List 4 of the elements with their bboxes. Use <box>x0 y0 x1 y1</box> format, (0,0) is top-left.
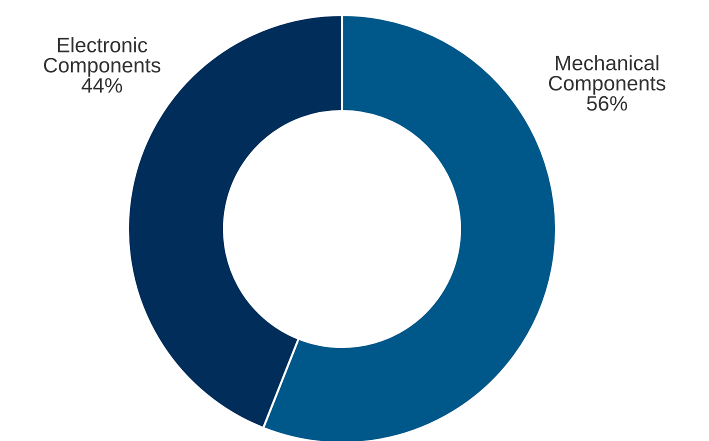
data-label: 56% <box>586 96 628 111</box>
slice-label: Electronic Components <box>44 37 160 77</box>
slice-label: Mechanical Components <box>549 55 666 95</box>
data-label: 44% <box>82 78 122 93</box>
